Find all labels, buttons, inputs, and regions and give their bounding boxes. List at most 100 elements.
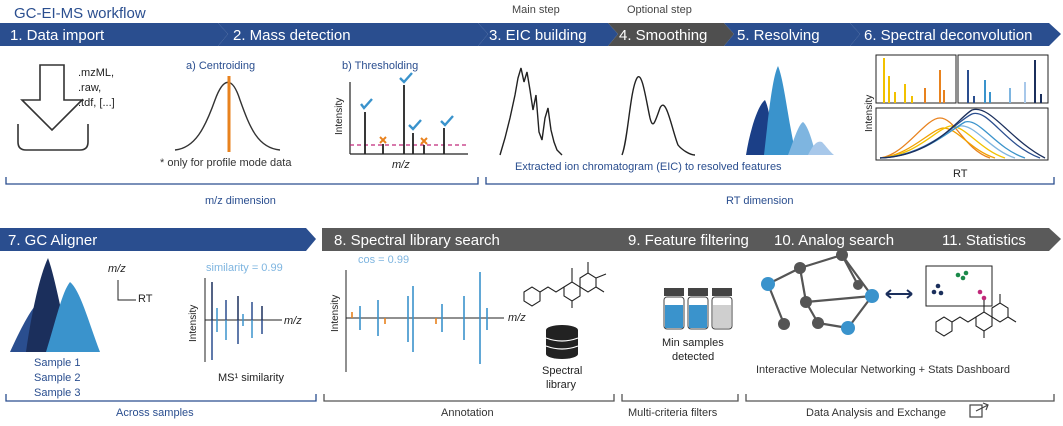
deconv-spectrum-1: [883, 58, 945, 103]
format-mzml: .mzML,: [78, 67, 114, 79]
data-analysis-bracket: [745, 394, 1055, 402]
aligner-mirror-spectrum: [211, 282, 263, 360]
library-mz-axis-label: m/z: [508, 312, 526, 324]
network-node: [841, 321, 855, 335]
download-arrow-icon: [20, 64, 84, 132]
step-4-arrow: [608, 23, 734, 46]
threshold-intensity-axis-label: Intensity: [334, 98, 345, 135]
annotation-label: Annotation: [441, 407, 494, 419]
vial-icon: [711, 288, 733, 330]
gc-aligner-panel: m/z RT Sample 1 Sample 2 Sample 3 simila…: [10, 258, 302, 399]
library-mirror-spectrum: [351, 272, 488, 364]
double-arrow-icon: [885, 289, 913, 299]
thresholding-label: b) Thresholding: [342, 60, 418, 72]
step-2-label: 2. Mass detection: [233, 27, 351, 44]
deconv-spectrum-2: [967, 60, 1042, 103]
network-node: [761, 277, 775, 291]
step-7-arrow: [0, 228, 316, 251]
check-icon: [360, 98, 373, 110]
similarity-score: similarity = 0.99: [206, 262, 283, 274]
centroiding-label: a) Centroiding: [186, 60, 255, 72]
step-4-label: 4. Smoothing: [619, 27, 707, 44]
step-3-arrow: [478, 23, 618, 46]
deconv-rt-label: RT: [953, 168, 968, 180]
deconv-intensity-label: Intensity: [864, 95, 875, 132]
sample-1-label: Sample 1: [34, 357, 80, 369]
step-5-arrow: [724, 23, 860, 46]
step-1-label: 1. Data import: [10, 27, 105, 44]
raw-eic-trace: [499, 67, 563, 156]
data-import-panel: .mzML, .raw, .tdf, [...]: [17, 64, 115, 151]
resolved-feature-4: [808, 141, 834, 155]
rt-dimension-label: RT dimension: [726, 195, 793, 207]
deconvolution-panel: Intensity RT: [864, 54, 1049, 180]
step-8-arrow: [322, 228, 1061, 251]
optional-step-tag: Optional step: [627, 4, 692, 16]
library-search-panel: cos = 0.99 Intensity m/z: [330, 254, 607, 391]
profile-mode-note: * only for profile mode data: [160, 157, 292, 169]
mass-detection-panel: a) Centroiding * only for profile mode d…: [160, 60, 468, 171]
step-6-label: 6. Spectral deconvolution: [864, 27, 1032, 44]
step-6-arrow: [850, 23, 1061, 46]
check-icon: [440, 115, 454, 127]
smoothed-eic-trace: [621, 75, 696, 156]
database-icon: [545, 325, 579, 359]
step-8-label: 8. Spectral library search: [334, 232, 500, 249]
export-icon: [969, 402, 989, 418]
network-node: [794, 262, 806, 274]
resolved-features: [746, 66, 834, 155]
check-icon: [408, 119, 422, 131]
cross-icon: [379, 136, 387, 144]
scatter-point: [977, 289, 983, 295]
scatter-point: [955, 272, 961, 278]
cosine-score: cos = 0.99: [358, 254, 409, 266]
step-10-label: 10. Analog search: [774, 232, 894, 249]
rt-dimension-bracket: [485, 177, 1055, 185]
resolved-feature-3: [788, 122, 816, 155]
tray-icon: [17, 124, 89, 151]
workflow-title: GC-EI-MS workflow: [14, 5, 146, 22]
spectral-library-label-2: library: [546, 379, 576, 391]
eic-caption: Extracted ion chromatogram (EIC) to reso…: [515, 161, 782, 173]
deconv-spectra-box-2: [957, 54, 1049, 104]
across-samples-bracket: [5, 394, 317, 402]
network-node: [865, 289, 879, 303]
aligner-mz-label: m/z: [108, 263, 126, 275]
sample-2-label: Sample 2: [34, 372, 80, 384]
spectral-library-label-1: Spectral: [542, 365, 582, 377]
stats-scatter-plot: [925, 265, 993, 307]
min-samples-label-2: detected: [672, 351, 714, 363]
network-node: [812, 317, 824, 329]
vial-icon: [663, 288, 685, 330]
step-11-label: 11. Statistics: [942, 232, 1026, 249]
scatter-point: [960, 275, 966, 281]
sample-3-label: Sample 3: [34, 387, 80, 399]
network-node: [836, 249, 848, 261]
scatter-point: [931, 289, 937, 295]
aligner-mz-axis-label: m/z: [284, 315, 302, 327]
step-3-label: 3. EIC building: [489, 27, 587, 44]
molecule-structure-icon: [935, 294, 1017, 338]
cross-icon: [420, 137, 428, 145]
main-step-tag: Main step: [512, 4, 560, 16]
feature-filtering-panel: Min samples detected: [662, 288, 733, 363]
across-samples-label: Across samples: [116, 407, 194, 419]
step-1-arrow: [0, 23, 228, 46]
format-tdf: .tdf, [...]: [78, 97, 115, 109]
threshold-peaks: [364, 85, 445, 154]
step-9-label: 9. Feature filtering: [628, 232, 749, 249]
data-analysis-label: Data Analysis and Exchange: [806, 407, 946, 419]
row1-step-banner: 1. Data import 2. Mass detection 3. EIC …: [0, 23, 1061, 46]
vial-icon: [687, 288, 709, 330]
row2-step-banner: 7. GC Aligner 8. Spectral library search…: [0, 228, 1061, 251]
resolved-feature-2: [764, 66, 796, 155]
network-node: [800, 296, 812, 308]
library-intensity-label: Intensity: [330, 295, 341, 332]
step-2-arrow: [218, 23, 488, 46]
sample-peak-2: [46, 282, 100, 352]
step-5-label: 5. Resolving: [737, 27, 820, 44]
deconv-overlapping-peaks: [879, 108, 1046, 159]
deconv-spectra-box-1: [875, 54, 957, 104]
scatter-point: [963, 270, 969, 276]
mz-dimension-bracket: [5, 177, 479, 185]
